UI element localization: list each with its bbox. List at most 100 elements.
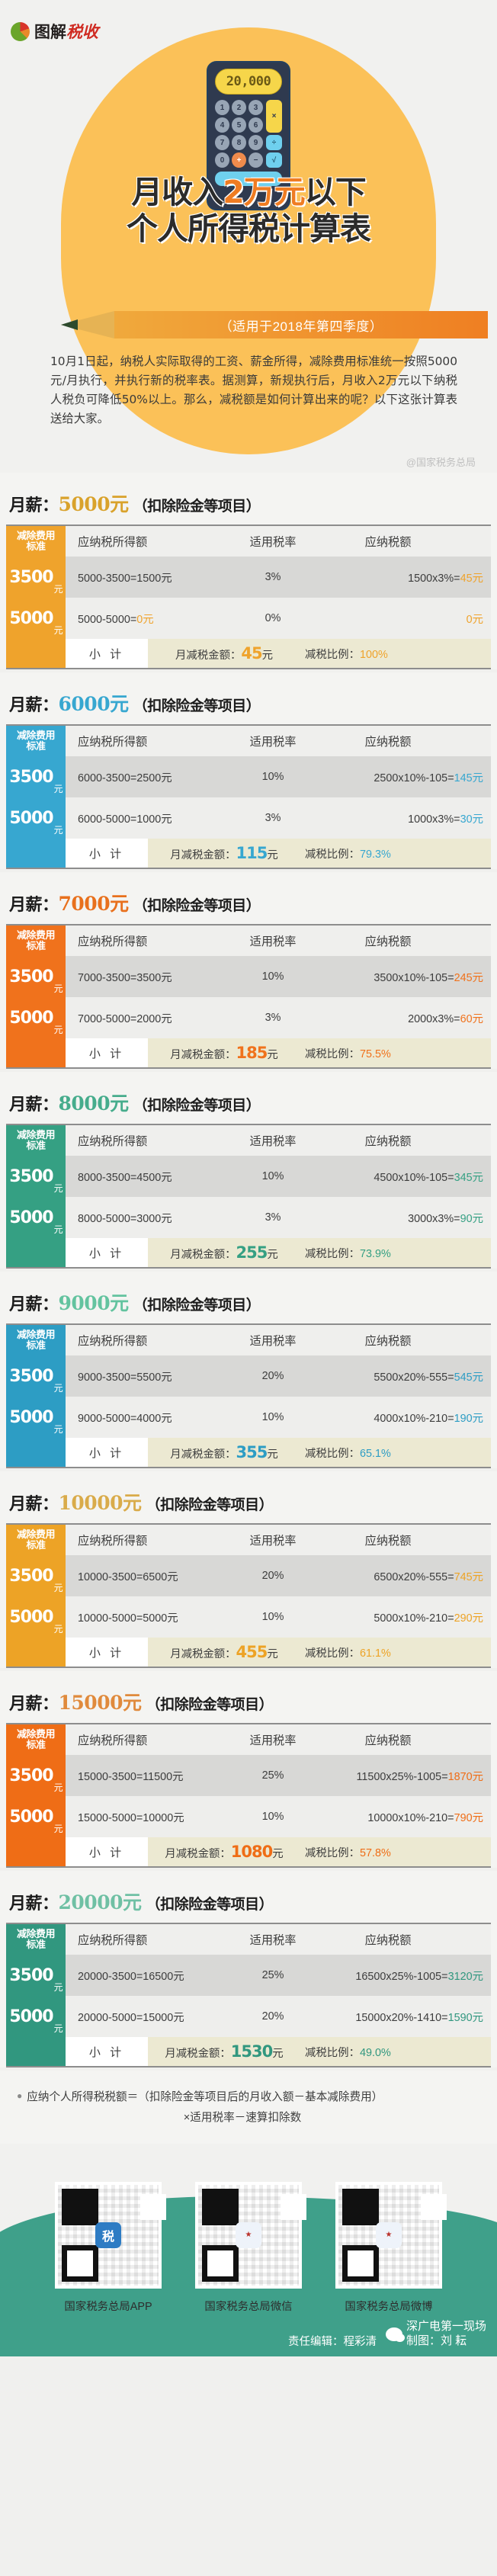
infographic-header: 图解税收 20,000 1 2 3 4 5 6 7 8 9 0 + − × ÷ [0,0,497,473]
table-header-row: 应纳税所得额 适用税率 应纳税额 [66,1525,491,1555]
qr-code-item[interactable]: ★ 国家税务总局微博 [335,2181,442,2314]
table-row: 6000-5000=1000元 3% 1000x3%=30元 [66,797,491,839]
tax-amount-cell: 4000x10%-210=190元 [374,1412,483,1425]
taxable-income-cell: 9000-3500=5500元 [78,1371,172,1384]
table-row: 15000-5000=10000元 10% 10000x10%-210=790元 [66,1796,491,1837]
calculator-keypad: 1 2 3 4 5 6 7 8 9 0 + − × ÷ √ [215,100,282,168]
deduction-column-header: 减除费用 标准 [16,530,56,552]
column-header-taxable: 应纳税所得额 [78,736,148,749]
qr-code-item[interactable]: 税 国家税务总局APP [55,2181,162,2314]
formula-footnote: ● 应纳个人所得税税额＝（扣除险金等项目后的月收入额－基本减除费用） ×适用税率… [0,2071,497,2144]
tax-amount-cell: 1500x3%=45元 [408,572,483,585]
tax-rate-cell: 20% [261,1570,284,1582]
source-credit: @国家税务总局 [406,457,476,468]
table-body: 应纳税所得额 适用税率 应纳税额 10000-3500=6500元 20% 65… [66,1525,491,1667]
salary-section: 月薪：6000元 （扣除险金等项目） 减除费用 标准 3500 元 5000 元 应纳… [0,672,497,869]
subtitle-text: （适用于2018年第四季度） [114,311,488,338]
tax-rate-cell: 0% [265,612,281,624]
taxable-income-cell: 7000-5000=2000元 [78,1012,172,1025]
subtitle-ribbon: （适用于2018年第四季度） [61,311,488,338]
column-header-taxable: 应纳税所得额 [78,1734,148,1747]
calc-key-6: 6 [248,117,263,133]
calc-key-5: 5 [232,117,246,133]
monthly-tax-cut: 月减税金额：185元 [170,1044,278,1062]
taxable-income-cell: 6000-3500=2500元 [78,772,172,784]
calc-key-2: 2 [232,100,246,115]
calc-key-9: 9 [248,135,263,150]
taxable-income-cell: 10000-5000=5000元 [78,1612,178,1625]
tax-amount-cell: 15000x20%-1410=1590元 [355,2011,483,2024]
deduction-value: 3500 元 [9,1766,63,1794]
summary-label: 小 计 [66,1638,148,1667]
salary-table: 减除费用 标准 3500 元 5000 元 应纳税所得额 适用税率 应纳税额 5000… [6,525,491,669]
table-row: 10000-3500=6500元 20% 6500x20%-555=745元 [66,1555,491,1596]
salary-table: 减除费用 标准 3500 元 5000 元 应纳税所得额 适用税率 应纳税额 8000… [6,1124,491,1269]
qr-code-image[interactable]: 税 [55,2181,162,2289]
page-title-line1: 月收入2万元以下 [0,174,497,210]
deduction-value: 3500 元 [9,967,63,995]
tax-rate-cell: 25% [261,1969,284,1981]
qr-code-item[interactable]: ★ 国家税务总局微信 [195,2181,302,2314]
brand-line-1: 深广电第一现场 [406,2320,486,2334]
summary-label: 小 计 [66,1438,148,1467]
tax-amount-cell: 5500x20%-555=545元 [374,1371,483,1384]
deduction-column-header: 减除费用 标准 [16,929,56,951]
deduction-column: 减除费用 标准 3500 元 5000 元 [6,1525,66,1667]
deduction-value: 5000 元 [9,1607,63,1635]
column-header-rate: 适用税率 [249,1135,297,1148]
table-header-row: 应纳税所得额 适用税率 应纳税额 [66,526,491,557]
deduction-value: 5000 元 [9,1407,63,1436]
salary-title: 月薪：20000元 （扣除险金等项目） [9,1891,274,1914]
table-row: 7000-3500=3500元 10% 3500x10%-105=245元 [66,956,491,997]
tax-cut-ratio: 减税比例：100% [305,648,388,661]
monthly-tax-cut: 月减税金额：255元 [170,1243,278,1262]
summary-label: 小 计 [66,639,148,668]
table-row: 7000-5000=2000元 3% 2000x3%=60元 [66,997,491,1038]
column-header-taxable: 应纳税所得额 [78,536,148,549]
column-header-rate: 适用税率 [249,1335,297,1348]
table-body: 应纳税所得额 适用税率 应纳税额 9000-3500=5500元 20% 550… [66,1325,491,1467]
calc-multiply-icon: × [266,100,282,133]
tax-rate-cell: 10% [261,1611,284,1623]
deduction-column: 减除费用 标准 3500 元 5000 元 [6,1724,66,1866]
tax-rate-cell: 10% [261,1170,284,1182]
column-header-rate: 适用税率 [249,536,297,549]
table-body: 应纳税所得额 适用税率 应纳税额 20000-3500=16500元 25% 1… [66,1924,491,2066]
footer-credits: 责任编辑：程彩清 深广电第一现场 制图：刘 耘 [288,2320,486,2349]
taxable-income-cell: 9000-5000=4000元 [78,1412,172,1425]
column-header-rate: 适用税率 [249,1934,297,1947]
qr-code-row: 税 国家税务总局APP ★ 国家税务总局微信 ★ 国家税务总局微博 [0,2181,497,2314]
qr-code-label: 国家税务总局APP [64,2300,152,2313]
summary-row: 小 计 月减税金额：355元 减税比例：65.1% [66,1438,491,1467]
monthly-tax-cut: 月减税金额：45元 [175,644,273,662]
qr-code-image[interactable]: ★ [195,2181,302,2289]
pie-chart-icon [11,21,30,41]
qr-code-label: 国家税务总局微信 [204,2300,293,2313]
deduction-value: 3500 元 [9,1965,63,1994]
tax-rate-cell: 10% [261,1811,284,1823]
title-part-amount: 2万元 [223,174,306,210]
tax-rate-cell: 3% [265,812,281,824]
monthly-tax-cut: 月减税金额：1530元 [165,2042,284,2061]
salary-section: 月薪：5000元 （扣除险金等项目） 减除费用 标准 3500 元 5000 元 应纳… [0,473,497,669]
tax-amount-cell: 0元 [466,613,483,626]
tax-amount-cell: 1000x3%=30元 [408,813,483,826]
qr-center-logo-icon: 税 [95,2222,121,2248]
taxable-income-cell: 8000-3500=4500元 [78,1171,172,1184]
table-row: 15000-3500=11500元 25% 11500x25%-1005=187… [66,1755,491,1796]
table-row: 5000-3500=1500元 3% 1500x3%=45元 [66,557,491,598]
column-header-tax: 应纳税额 [364,1934,412,1947]
deduction-column-header: 减除费用 标准 [16,730,56,752]
summary-label: 小 计 [66,2037,148,2066]
deduction-column: 减除费用 标准 3500 元 5000 元 [6,925,66,1067]
qr-code-image[interactable]: ★ [335,2181,442,2289]
brand-logo-text: 图解税收 [34,20,98,43]
calc-key-8: 8 [232,135,246,150]
taxable-income-cell: 7000-3500=3500元 [78,971,172,984]
tax-rate-cell: 10% [261,970,284,983]
deduction-column-footer [6,839,66,868]
column-header-tax: 应纳税额 [364,1335,412,1348]
tax-amount-cell: 2500x10%-105=145元 [374,772,483,784]
intro-paragraph: 10月1日起，纳税人实际取得的工资、薪金所得，减除费用标准统一按照5000元/月… [50,354,457,425]
deduction-column-header: 减除费用 标准 [16,1928,56,1950]
